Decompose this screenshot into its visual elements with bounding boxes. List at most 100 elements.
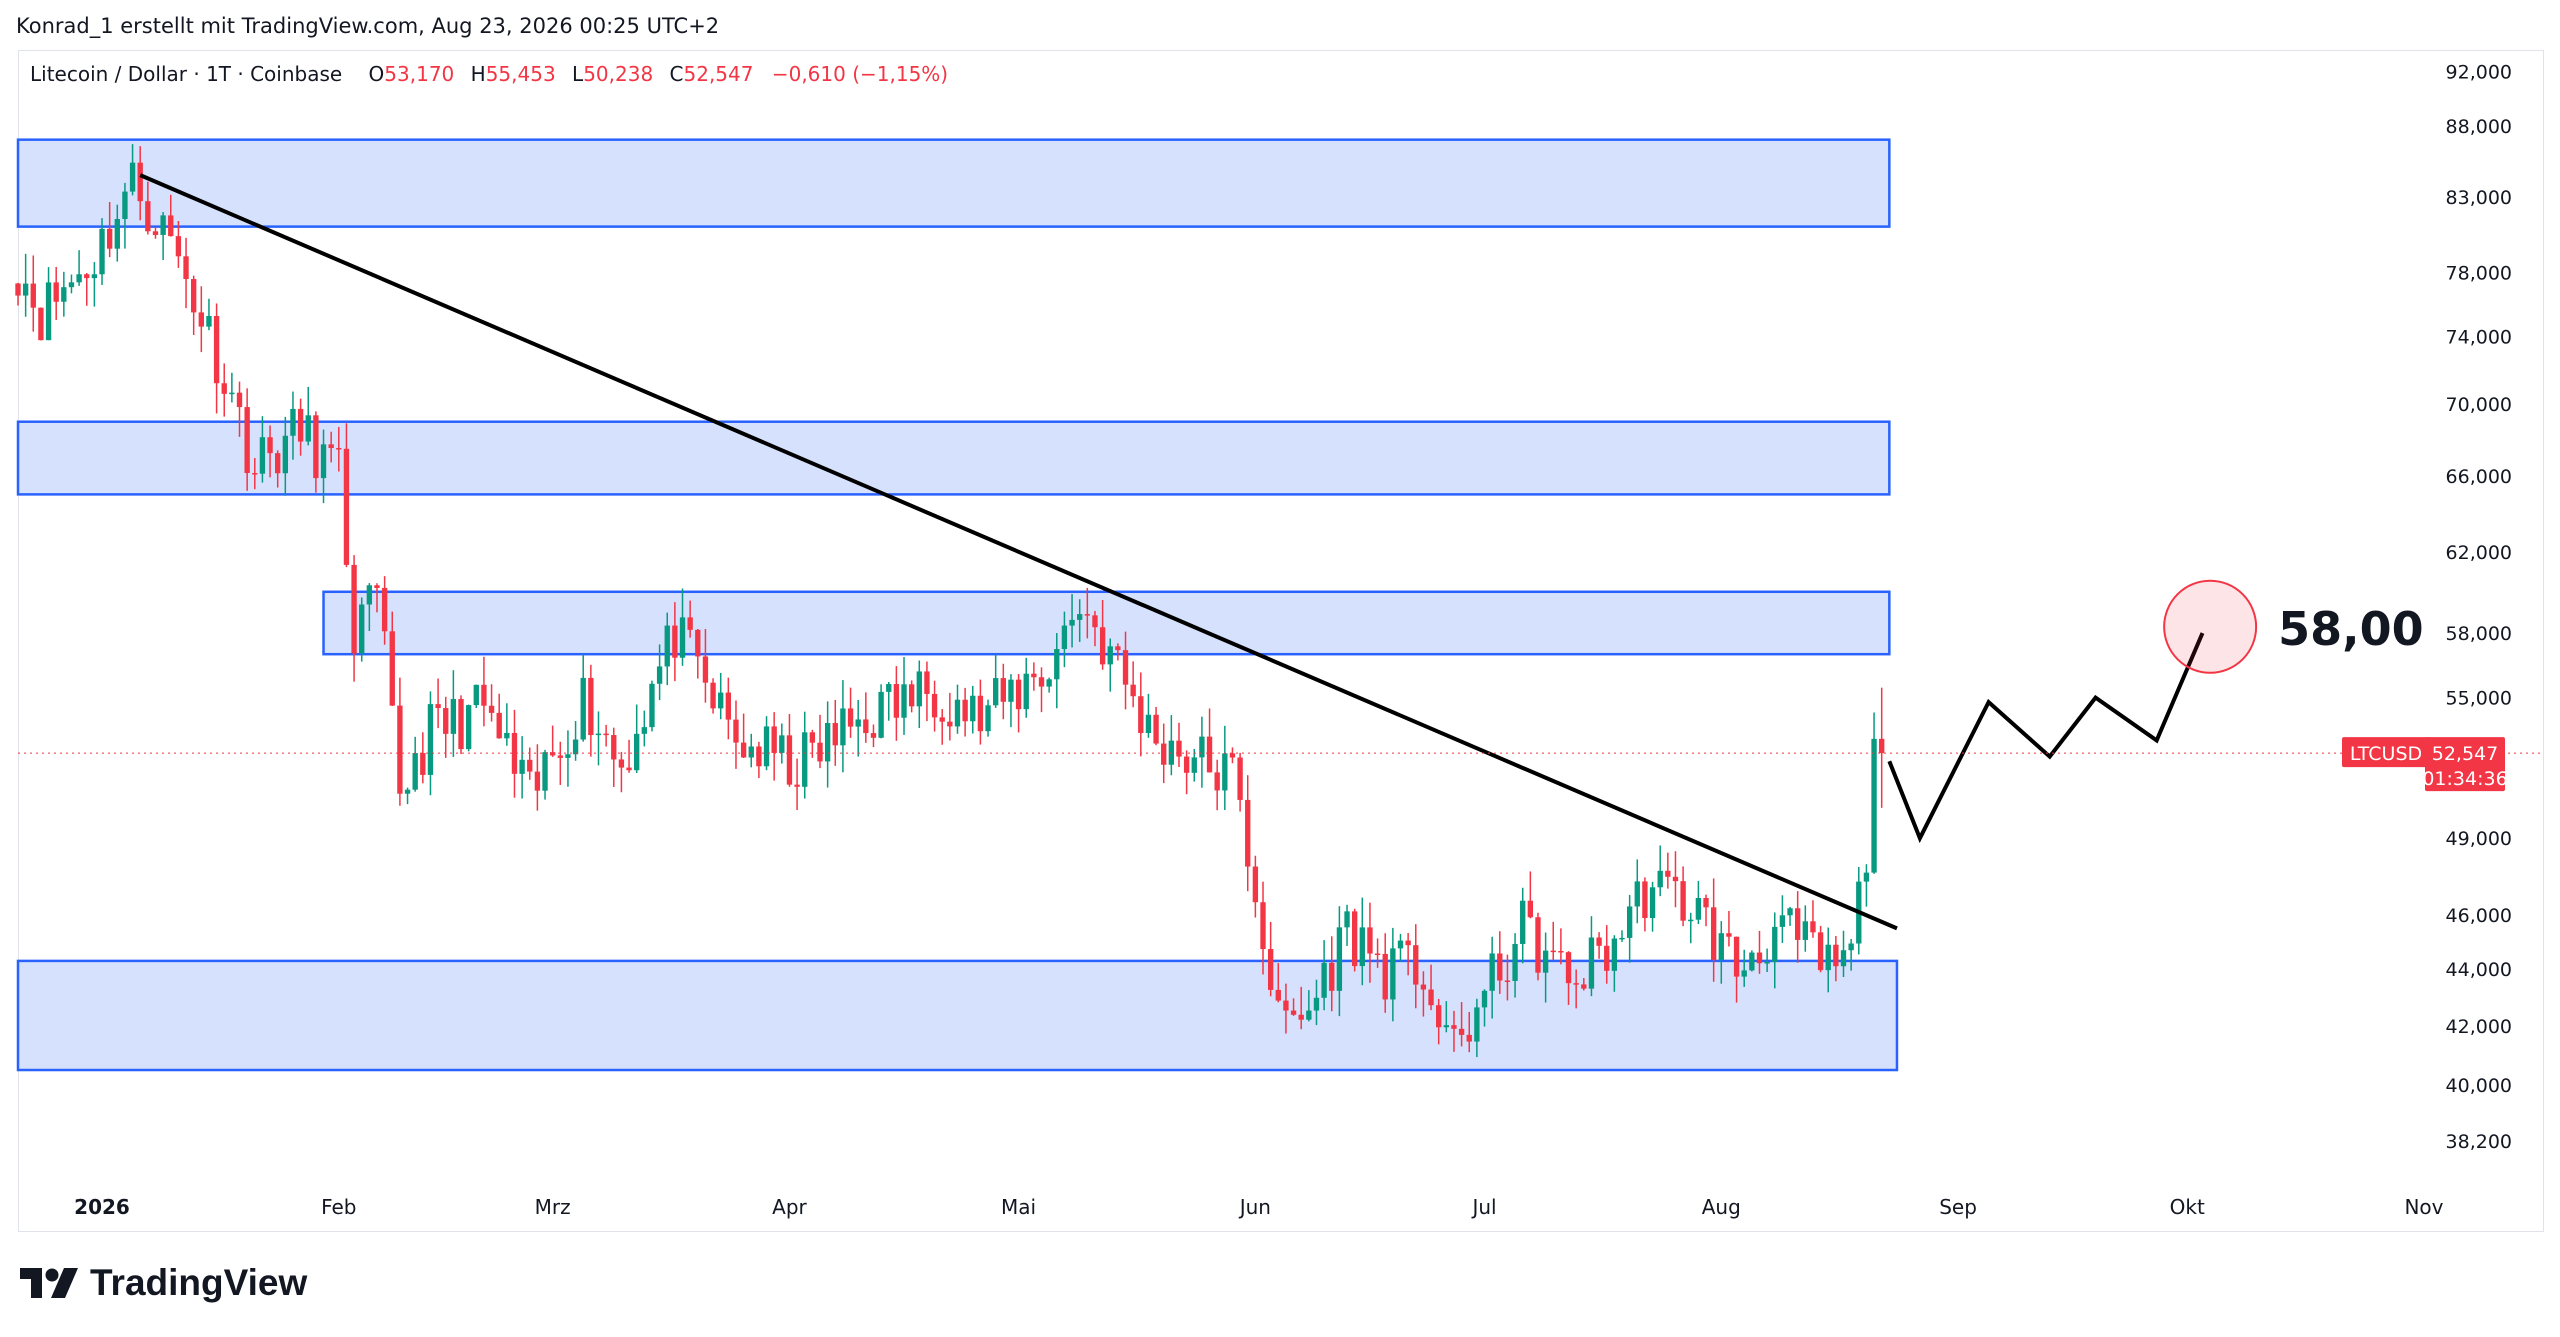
candle (435, 678, 441, 729)
candle (168, 194, 174, 237)
candle (641, 710, 647, 747)
candle (1344, 904, 1350, 946)
candle (1512, 933, 1518, 998)
price-tick-label: 83,000 (2446, 187, 2512, 209)
price-tick-label: 44,000 (2446, 959, 2512, 981)
candle (1008, 674, 1014, 728)
candle (1626, 894, 1633, 963)
candle (53, 266, 59, 320)
candle (893, 666, 900, 741)
candle (1657, 845, 1663, 897)
zone-rect[interactable] (16, 959, 1899, 1072)
candle (1405, 933, 1411, 976)
candle (259, 416, 266, 483)
candle (1779, 895, 1786, 943)
candle (771, 712, 777, 781)
candle (191, 275, 197, 335)
candle (993, 654, 999, 708)
candle (1634, 859, 1640, 924)
candle (229, 372, 235, 403)
zones-layer (16, 138, 1899, 1072)
candle (1749, 950, 1755, 972)
price-axis[interactable]: 92,000 88,000 83,000 78,000 74,000 70,000 66,0… (2342, 62, 2512, 1153)
candle (1420, 971, 1427, 1017)
candle (1504, 954, 1511, 1001)
candle (1619, 930, 1625, 942)
candle (1069, 594, 1075, 648)
candle (282, 416, 289, 496)
candle (145, 181, 151, 235)
candle (359, 597, 365, 662)
candle (267, 425, 273, 478)
candle (970, 685, 976, 734)
candle (1130, 661, 1136, 708)
candle (15, 282, 21, 306)
candle (84, 273, 90, 306)
projection-path[interactable] (1887, 632, 2205, 844)
candle (1726, 910, 1732, 947)
candle (572, 721, 579, 761)
target-circle[interactable] (2163, 579, 2258, 674)
zone-rect[interactable] (322, 590, 1891, 656)
candle (1672, 851, 1679, 908)
candle (1520, 887, 1526, 964)
candle (114, 204, 120, 262)
candle (1840, 930, 1847, 978)
candle (183, 237, 189, 309)
candle (313, 411, 319, 493)
candle (939, 709, 945, 745)
candle (702, 629, 709, 703)
candle (1573, 969, 1579, 1009)
candle (763, 716, 770, 771)
time-axis[interactable]: 2026 Feb Mrz Apr Mai Jun Jul Aug Sep Okt Nov (74, 1195, 2443, 1219)
price-badge[interactable]: LTCUSD 52,547 01:34:36 (2342, 737, 2508, 792)
candle (1206, 708, 1213, 773)
candle (1879, 687, 1885, 808)
candle (1497, 931, 1503, 994)
candle (206, 298, 212, 331)
trendline[interactable] (139, 173, 1898, 931)
candle (1741, 949, 1747, 987)
candle (557, 741, 563, 785)
candle (1336, 906, 1343, 1017)
candle (1099, 599, 1106, 670)
candle (427, 691, 434, 796)
candle (366, 583, 373, 631)
badge-price: 52,547 (2432, 743, 2498, 765)
candle (1077, 599, 1083, 642)
candle (389, 611, 395, 707)
candle (1306, 990, 1312, 1022)
candle (1031, 662, 1037, 691)
candle (1290, 998, 1297, 1016)
candle (68, 274, 75, 294)
candle (420, 732, 426, 784)
symbol-legend: Litecoin / Dollar · 1T · Coinbase O53,17… (30, 62, 949, 86)
candle (1764, 948, 1770, 972)
candle (1038, 667, 1045, 713)
candle (336, 426, 342, 472)
high-value: 55,453 (485, 62, 556, 86)
candle (679, 588, 686, 666)
candle (38, 307, 44, 341)
price-tick-label: 40,000 (2446, 1075, 2512, 1097)
candle (374, 583, 380, 613)
candle (1061, 611, 1068, 668)
candle (1474, 998, 1480, 1058)
candle (718, 672, 724, 720)
candle (305, 386, 311, 446)
candle (908, 680, 915, 713)
candle (710, 678, 716, 714)
candle (756, 741, 762, 779)
candle (1145, 693, 1152, 738)
candle (1191, 748, 1197, 782)
zone-rect[interactable] (16, 420, 1891, 496)
candle (1183, 750, 1190, 795)
candle (1260, 881, 1266, 975)
candle (1787, 906, 1793, 926)
symbol-name[interactable]: Litecoin / Dollar · 1T · Coinbase (30, 62, 343, 86)
tradingview-logo[interactable]: TradingView (20, 1262, 307, 1304)
candle (1795, 891, 1801, 963)
candle (99, 218, 105, 285)
zone-rect[interactable] (16, 138, 1891, 228)
